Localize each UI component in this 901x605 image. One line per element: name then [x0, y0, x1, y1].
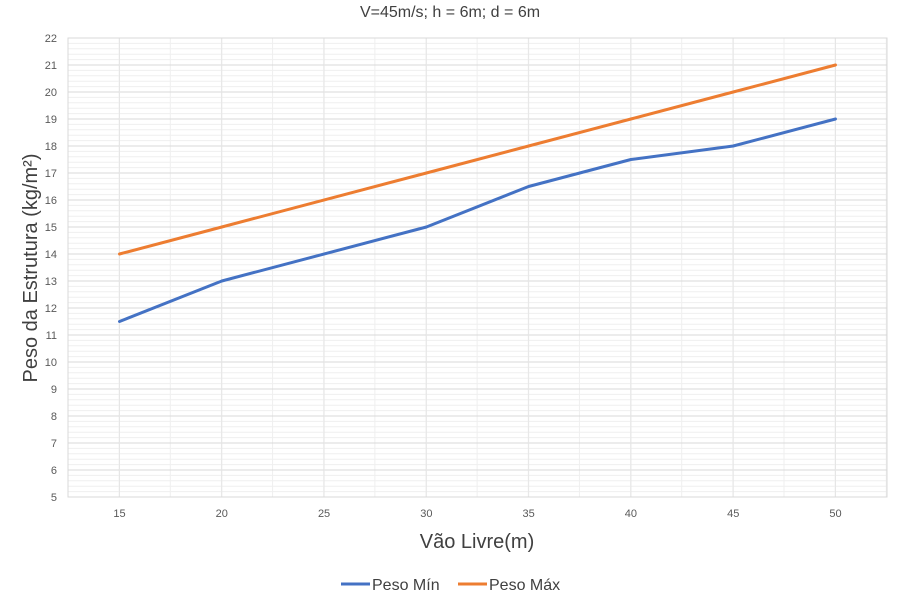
- y-tick-label: 18: [45, 141, 57, 153]
- x-tick-label: 25: [318, 508, 330, 520]
- y-tick-label: 9: [51, 384, 57, 396]
- x-tick-label: 50: [829, 508, 841, 520]
- legend-label: Peso Mín: [372, 577, 440, 594]
- x-axis-title: Vão Livre(m): [420, 531, 534, 553]
- series-lines: [118, 63, 837, 323]
- y-tick-label: 12: [45, 303, 57, 315]
- x-tick-label: 30: [420, 508, 432, 520]
- y-tick-label: 15: [45, 222, 57, 234]
- y-tick-label: 14: [45, 249, 57, 261]
- series-line-peso-m-n: [118, 117, 837, 323]
- y-axis-ticks: 5 6 7 8 9 10 11 12 13 14 15 16 17 18 19 20 21 22: [45, 33, 57, 504]
- x-tick-label: 35: [523, 508, 535, 520]
- x-tick-label: 20: [216, 508, 228, 520]
- legend: Peso Mín Peso Máx: [341, 577, 560, 594]
- y-tick-label: 19: [45, 114, 57, 126]
- x-tick-label: 45: [727, 508, 739, 520]
- y-axis-title: Peso da Estrutura (kg/m²): [20, 154, 42, 383]
- series-line-peso-m-x: [118, 63, 837, 256]
- y-tick-label: 11: [46, 330, 57, 342]
- x-tick-label: 40: [625, 508, 637, 520]
- plot-area: [67, 37, 888, 498]
- y-tick-label: 6: [51, 465, 57, 477]
- y-tick-label: 22: [45, 33, 57, 45]
- y-tick-label: 17: [45, 168, 57, 180]
- y-tick-label: 20: [45, 87, 57, 99]
- legend-label: Peso Máx: [489, 577, 560, 594]
- y-tick-label: 7: [51, 438, 57, 450]
- y-tick-label: 10: [45, 357, 57, 369]
- y-tick-label: 13: [45, 276, 57, 288]
- y-tick-label: 8: [51, 411, 57, 423]
- x-tick-label: 15: [113, 508, 125, 520]
- x-axis-ticks: 15 20 25 30 35 40 45 50: [113, 508, 841, 520]
- grid: [67, 37, 888, 498]
- chart-title: V=45m/s; h = 6m; d = 6m: [360, 4, 540, 21]
- y-tick-label: 5: [51, 492, 57, 504]
- y-tick-label: 16: [45, 195, 57, 207]
- y-tick-label: 21: [45, 60, 57, 72]
